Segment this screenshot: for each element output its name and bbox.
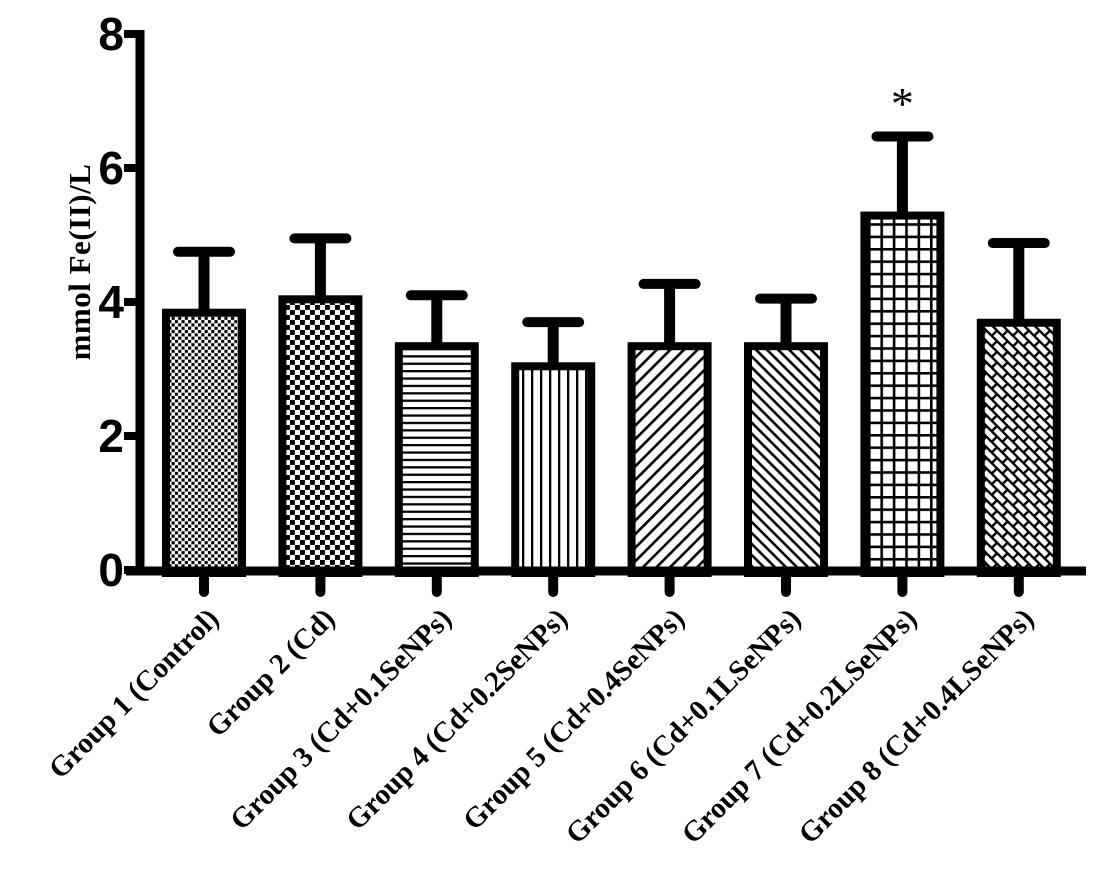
bar — [627, 342, 712, 578]
bar-group — [278, 233, 363, 577]
bar-group — [627, 278, 712, 578]
plot-area — [124, 30, 1086, 597]
bar-group — [744, 293, 828, 578]
bar-group — [860, 131, 945, 578]
y-tick-label: 4 — [98, 276, 124, 328]
significance-star: * — [890, 77, 914, 129]
bar — [394, 342, 479, 578]
bar — [511, 362, 596, 577]
bar-group — [162, 246, 246, 577]
bar-group — [394, 290, 479, 578]
bar — [976, 318, 1061, 577]
y-axis-title: mmol Fe(II)/L — [62, 163, 97, 361]
bar-group — [976, 238, 1061, 577]
y-tick-label: 8 — [98, 8, 124, 60]
bar — [860, 211, 945, 578]
bar — [744, 342, 828, 578]
bar-group — [511, 317, 596, 577]
y-tick-label: 0 — [98, 544, 124, 596]
bar — [162, 308, 246, 577]
y-tick-label: 2 — [98, 410, 124, 462]
axes — [124, 30, 1086, 597]
y-tick-label: 6 — [98, 142, 124, 194]
bar — [278, 295, 363, 577]
